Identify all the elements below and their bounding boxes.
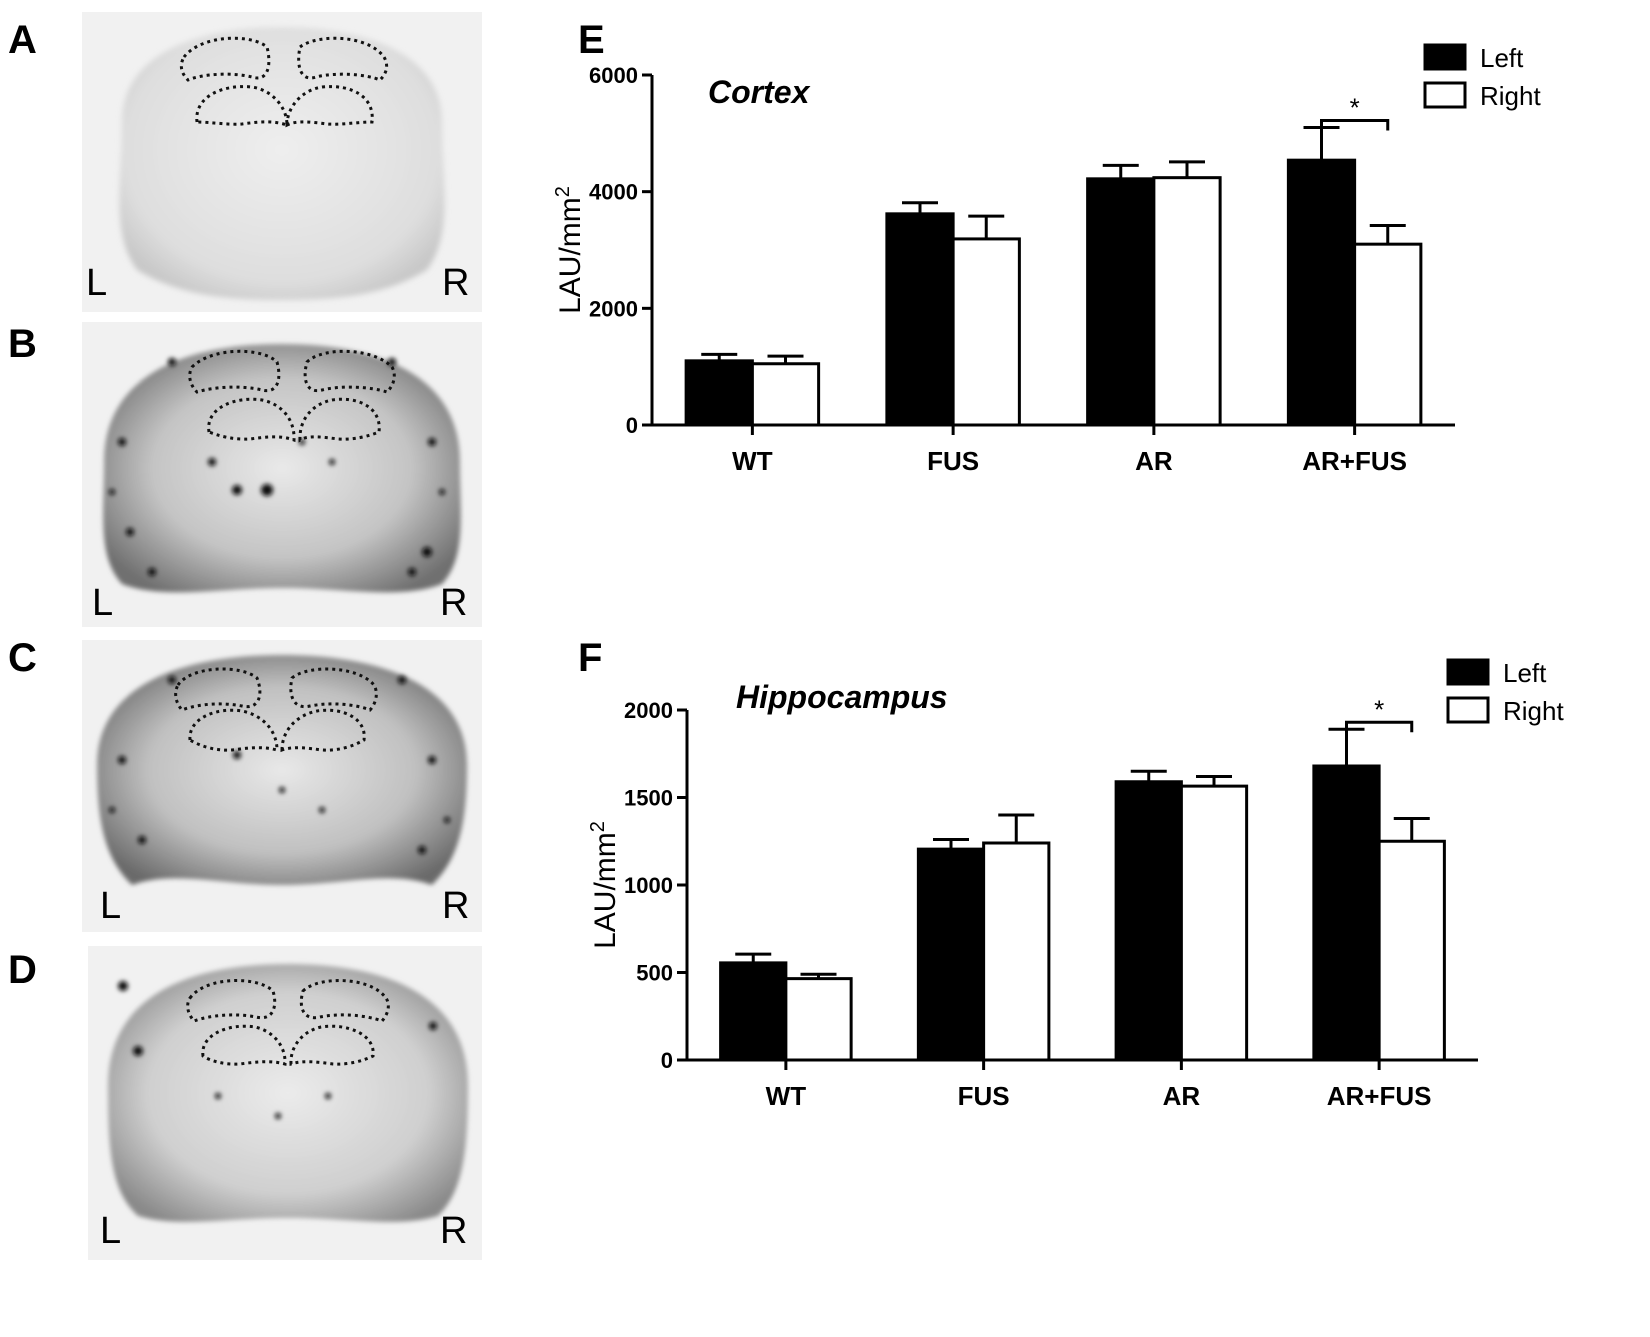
significance-bracket [1345, 720, 1414, 733]
left-hemisphere-label: L [100, 1210, 122, 1252]
y-tick-label: 500 [636, 961, 673, 986]
panel-letter-a: A [8, 18, 37, 62]
legend-label-left: Left [1503, 658, 1547, 688]
y-tick-label: 1000 [624, 873, 673, 898]
legend-swatch-right [1446, 696, 1490, 724]
x-tick-label: WT [766, 1081, 807, 1111]
autoradiograph-b: L R [82, 322, 482, 627]
y-tick-label: 1500 [624, 786, 673, 811]
right-hemisphere-label: R [442, 262, 470, 304]
y-tick-label: 6000 [589, 63, 638, 88]
panel-letter-b: B [8, 322, 37, 366]
y-tick-label: 0 [626, 413, 638, 438]
left-hemisphere-label: L [100, 885, 122, 927]
panel-letter-f: F [578, 636, 603, 680]
left-hemisphere-label: L [86, 262, 108, 304]
y-tick-label: 4000 [589, 180, 638, 205]
chart-title: Hippocampus [736, 679, 948, 715]
legend-label-left: Left [1480, 43, 1524, 73]
x-tick-label: AR [1135, 446, 1173, 476]
panel-letter-c: C [8, 636, 37, 680]
autoradiograph-a: L R [82, 12, 482, 312]
bar-right [951, 237, 1021, 427]
brain-section-c [97, 655, 467, 885]
significance-marker: * [1374, 694, 1384, 724]
y-axis-label: LAU/mm2 [552, 186, 587, 314]
brain-section-a [119, 27, 445, 300]
bar-right [1179, 784, 1249, 1062]
brain-section-b [103, 344, 461, 593]
bar-left [916, 847, 986, 1062]
significance-bracket [1320, 119, 1390, 131]
bar-right [750, 362, 821, 427]
legend-swatch-left [1423, 43, 1467, 71]
bar-left [719, 961, 788, 1062]
right-hemisphere-label: R [442, 885, 470, 927]
legend-swatch-right [1423, 81, 1467, 109]
left-hemisphere-label: L [92, 582, 114, 624]
bar-right [1353, 242, 1423, 427]
x-tick-label: AR+FUS [1302, 446, 1407, 476]
right-hemisphere-label: R [440, 1210, 468, 1252]
legend-label-right: Right [1503, 696, 1564, 726]
bar-right [784, 977, 853, 1062]
x-tick-label: AR [1163, 1081, 1201, 1111]
panel-letter-d: D [8, 948, 37, 992]
y-axis-label: LAU/mm2 [587, 821, 622, 949]
brain-section-d [108, 964, 468, 1222]
autoradiograph-c: L R [82, 640, 482, 932]
significance-marker: * [1350, 93, 1360, 123]
x-tick-label: FUS [927, 446, 979, 476]
bar-left [1312, 764, 1381, 1062]
bar-left [1114, 780, 1183, 1062]
x-tick-label: WT [732, 446, 773, 476]
bar-right [1377, 839, 1446, 1062]
chart-title: Cortex [708, 74, 811, 110]
x-tick-label: FUS [958, 1081, 1010, 1111]
legend-label-right: Right [1480, 81, 1541, 111]
autoradiograph-d: L R [88, 946, 482, 1260]
right-hemisphere-label: R [440, 582, 468, 624]
bar-right [982, 841, 1051, 1062]
panel-letter-e: E [578, 18, 605, 62]
y-tick-label: 2000 [624, 698, 673, 723]
legend-swatch-left [1446, 658, 1490, 686]
bar-left [1286, 158, 1357, 427]
y-tick-label: 0 [661, 1048, 673, 1073]
y-tick-label: 2000 [589, 296, 638, 321]
x-tick-label: AR+FUS [1327, 1081, 1432, 1111]
